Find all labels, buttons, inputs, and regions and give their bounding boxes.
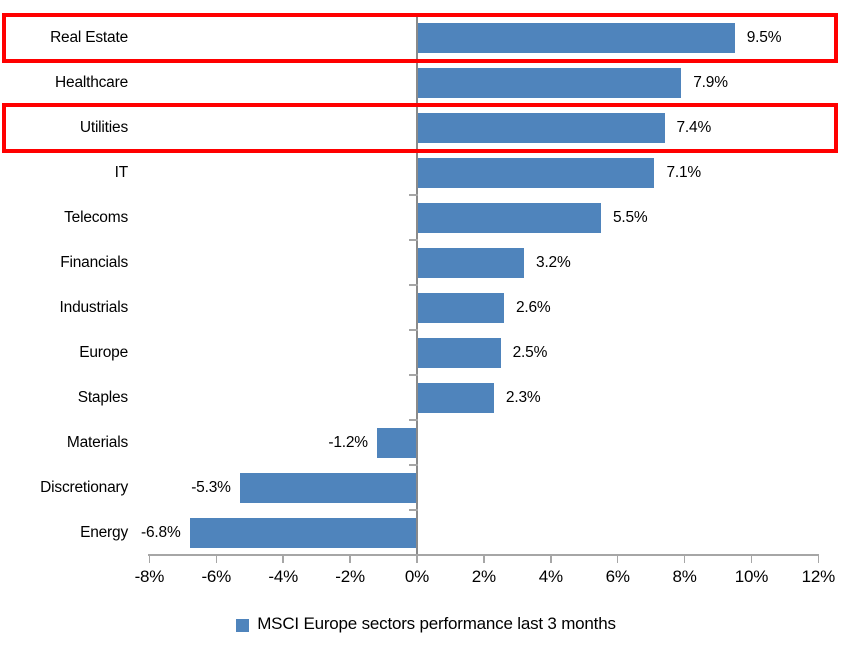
value-label: 2.5%: [512, 344, 548, 361]
category-label: Healthcare: [55, 74, 128, 91]
category-tick: [409, 284, 418, 286]
category-label: Materials: [66, 434, 128, 451]
bar: [418, 382, 494, 413]
category-label: IT: [114, 164, 129, 181]
category-label: Discretionary: [40, 479, 128, 496]
bar: [376, 427, 417, 458]
x-tick-label: 10%: [734, 567, 769, 586]
x-tick-label: -4%: [268, 567, 298, 586]
value-label: -6.8%: [141, 524, 181, 541]
bar-row: Europe 2.5%: [0, 330, 852, 375]
x-tick-label: -6%: [201, 567, 232, 586]
bar-row: Utilities 7.4%: [0, 105, 852, 150]
x-tick: [215, 554, 218, 563]
category-label: Europe: [79, 344, 128, 361]
category-tick: [409, 464, 418, 466]
bar: [418, 67, 682, 98]
x-tick: [616, 554, 619, 563]
bar: [189, 517, 417, 548]
category-label: Staples: [77, 389, 129, 406]
category-label: Telecoms: [64, 209, 128, 226]
x-tick: [416, 554, 418, 563]
value-label: 2.3%: [505, 389, 541, 406]
value-label: 5.5%: [612, 209, 648, 226]
x-tick-label: -8%: [134, 567, 165, 586]
category-label: Utilities: [79, 119, 128, 136]
category-label: Industrials: [59, 299, 129, 316]
x-tick: [349, 554, 351, 563]
category-label: Real Estate: [50, 29, 128, 46]
bar-row: Energy -6.8%: [0, 510, 852, 555]
bar-row: Discretionary -5.3%: [0, 465, 852, 510]
category-tick: [409, 509, 418, 511]
bar-row: Staples 2.3%: [0, 375, 852, 420]
bar: [418, 112, 665, 143]
x-tick-label: 0%: [404, 567, 430, 586]
highlight-box: [2, 13, 838, 63]
category-tick: [409, 329, 418, 331]
value-label: -1.2%: [328, 434, 368, 451]
x-tick-label: 2%: [471, 567, 496, 586]
value-label: 7.4%: [676, 119, 712, 136]
x-tick-label: 4%: [538, 567, 563, 586]
bar-row: Telecoms 5.5%: [0, 195, 852, 240]
value-label: 7.1%: [666, 164, 702, 181]
bar: [418, 337, 501, 368]
bar: [239, 472, 417, 503]
bar-rows: Real Estate 9.5% Healthcare 7.9% Utilities 7.…: [0, 15, 852, 555]
x-tick: [750, 554, 753, 563]
bar: [418, 157, 655, 188]
bar: [418, 202, 601, 233]
category-tick: [409, 239, 418, 241]
category-tick: [409, 374, 418, 376]
x-tick: [148, 554, 151, 563]
category-tick: [409, 194, 418, 196]
value-label: -5.3%: [191, 479, 231, 496]
bar-row: IT 7.1%: [0, 150, 852, 195]
value-label: 3.2%: [536, 254, 571, 271]
bar-row: Materials -1.2%: [0, 420, 852, 465]
x-tick: [282, 554, 284, 563]
x-tick-label: 8%: [672, 567, 697, 586]
bar-row: Real Estate 9.5%: [0, 15, 852, 60]
value-label: 9.5%: [746, 29, 782, 46]
x-tick: [817, 554, 820, 563]
category-axis-line: [416, 15, 418, 556]
x-tick: [550, 554, 552, 563]
x-tick: [683, 554, 686, 563]
value-label: 2.6%: [515, 299, 551, 316]
category-label: Financials: [60, 254, 128, 271]
bar-row: Healthcare 7.9%: [0, 60, 852, 105]
legend-marker-icon: [236, 618, 250, 632]
category-tick: [409, 419, 418, 421]
chart-legend: MSCI Europe sectors performance last 3 m…: [0, 611, 852, 637]
bar: [418, 292, 504, 323]
bar-row: Industrials 2.6%: [0, 285, 852, 330]
x-tick-label: 12%: [801, 567, 836, 586]
value-label: 7.9%: [693, 74, 728, 91]
bar-row: Financials 3.2%: [0, 240, 852, 285]
x-tick: [483, 554, 485, 563]
x-tick-label: -2%: [335, 567, 365, 586]
bar: [418, 22, 735, 53]
legend-label: MSCI Europe sectors performance last 3 m…: [257, 614, 616, 633]
highlight-box: [2, 103, 838, 153]
category-label: Energy: [80, 524, 128, 541]
x-tick-label: 6%: [605, 567, 630, 586]
bar: [418, 247, 525, 278]
